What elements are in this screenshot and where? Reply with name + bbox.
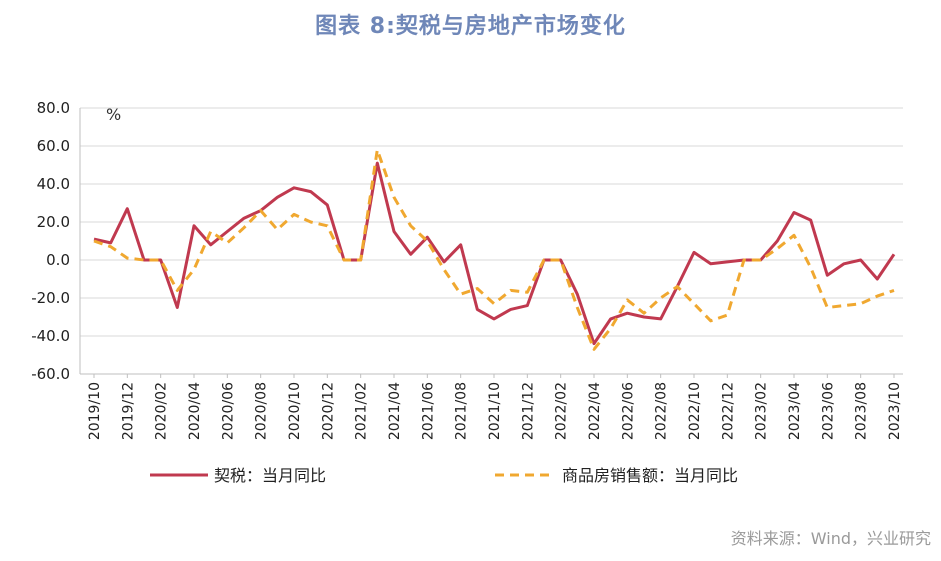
- x-tick-label: 2023/02: [754, 382, 770, 440]
- x-tick-label: 2022/10: [687, 382, 703, 440]
- x-tick-label: 2023/10: [887, 382, 903, 440]
- x-tick-label: 2020/10: [287, 382, 303, 440]
- x-tick-label: 2019/10: [87, 382, 103, 440]
- y-axis: 80.0 60.0 40.0 20.0 0.0 -20.0 -40.0 -60.0: [31, 99, 81, 383]
- x-tick-label: 2019/12: [120, 382, 136, 440]
- x-tick-label: 2022/12: [720, 382, 736, 440]
- unit-label: %: [106, 105, 121, 124]
- series-line-1: [93, 148, 895, 351]
- x-tick-label: 2020/04: [187, 382, 203, 440]
- x-tick-label: 2023/04: [787, 382, 803, 440]
- y-tick-label: 20.0: [37, 213, 70, 231]
- x-tick-label: 2020/12: [320, 382, 336, 440]
- y-tick-label: 40.0: [37, 175, 70, 193]
- x-tick-label: 2022/02: [554, 382, 570, 440]
- x-tick-label: 2021/06: [420, 382, 436, 440]
- legend-label-1: 商品房销售额：当月同比: [562, 466, 738, 485]
- series-lines: [93, 148, 896, 351]
- y-tick-label: -60.0: [31, 365, 70, 383]
- series-line-0: [93, 161, 896, 346]
- gridlines: [80, 107, 903, 375]
- x-tick-label: 2020/06: [220, 382, 236, 440]
- x-tick-label: 2021/02: [354, 382, 370, 440]
- legend: 契税：当月同比 商品房销售额：当月同比: [150, 466, 738, 485]
- x-tick-label: 2021/12: [520, 382, 536, 440]
- x-tick-label: 2021/08: [454, 382, 470, 440]
- x-axis: 2019/10 2019/12 2020/02 2020/04 2020/06 2020/…: [80, 373, 903, 440]
- x-tick-label: 2020/08: [254, 382, 270, 440]
- x-tick-label: 2022/08: [654, 382, 670, 440]
- chart-title: 图表 8:契税与房地产市场变化: [315, 14, 626, 39]
- y-tick-label: -20.0: [31, 289, 70, 307]
- x-tick-label: 2021/10: [487, 382, 503, 440]
- x-tick-label: 2023/06: [820, 382, 836, 440]
- x-tick-label: 2022/04: [587, 382, 603, 440]
- x-tick-label: 2020/02: [154, 382, 170, 440]
- y-tick-label: 80.0: [37, 99, 70, 117]
- x-tick-label: 2023/08: [854, 382, 870, 440]
- legend-label-0: 契税：当月同比: [214, 466, 326, 485]
- x-tick-label: 2022/06: [620, 382, 636, 440]
- y-tick-label: -40.0: [31, 327, 70, 345]
- y-tick-label: 0.0: [46, 251, 70, 269]
- y-tick-label: 60.0: [37, 137, 70, 155]
- source-note: 资料来源：Wind，兴业研究: [730, 529, 931, 548]
- x-tick-label: 2021/04: [387, 382, 403, 440]
